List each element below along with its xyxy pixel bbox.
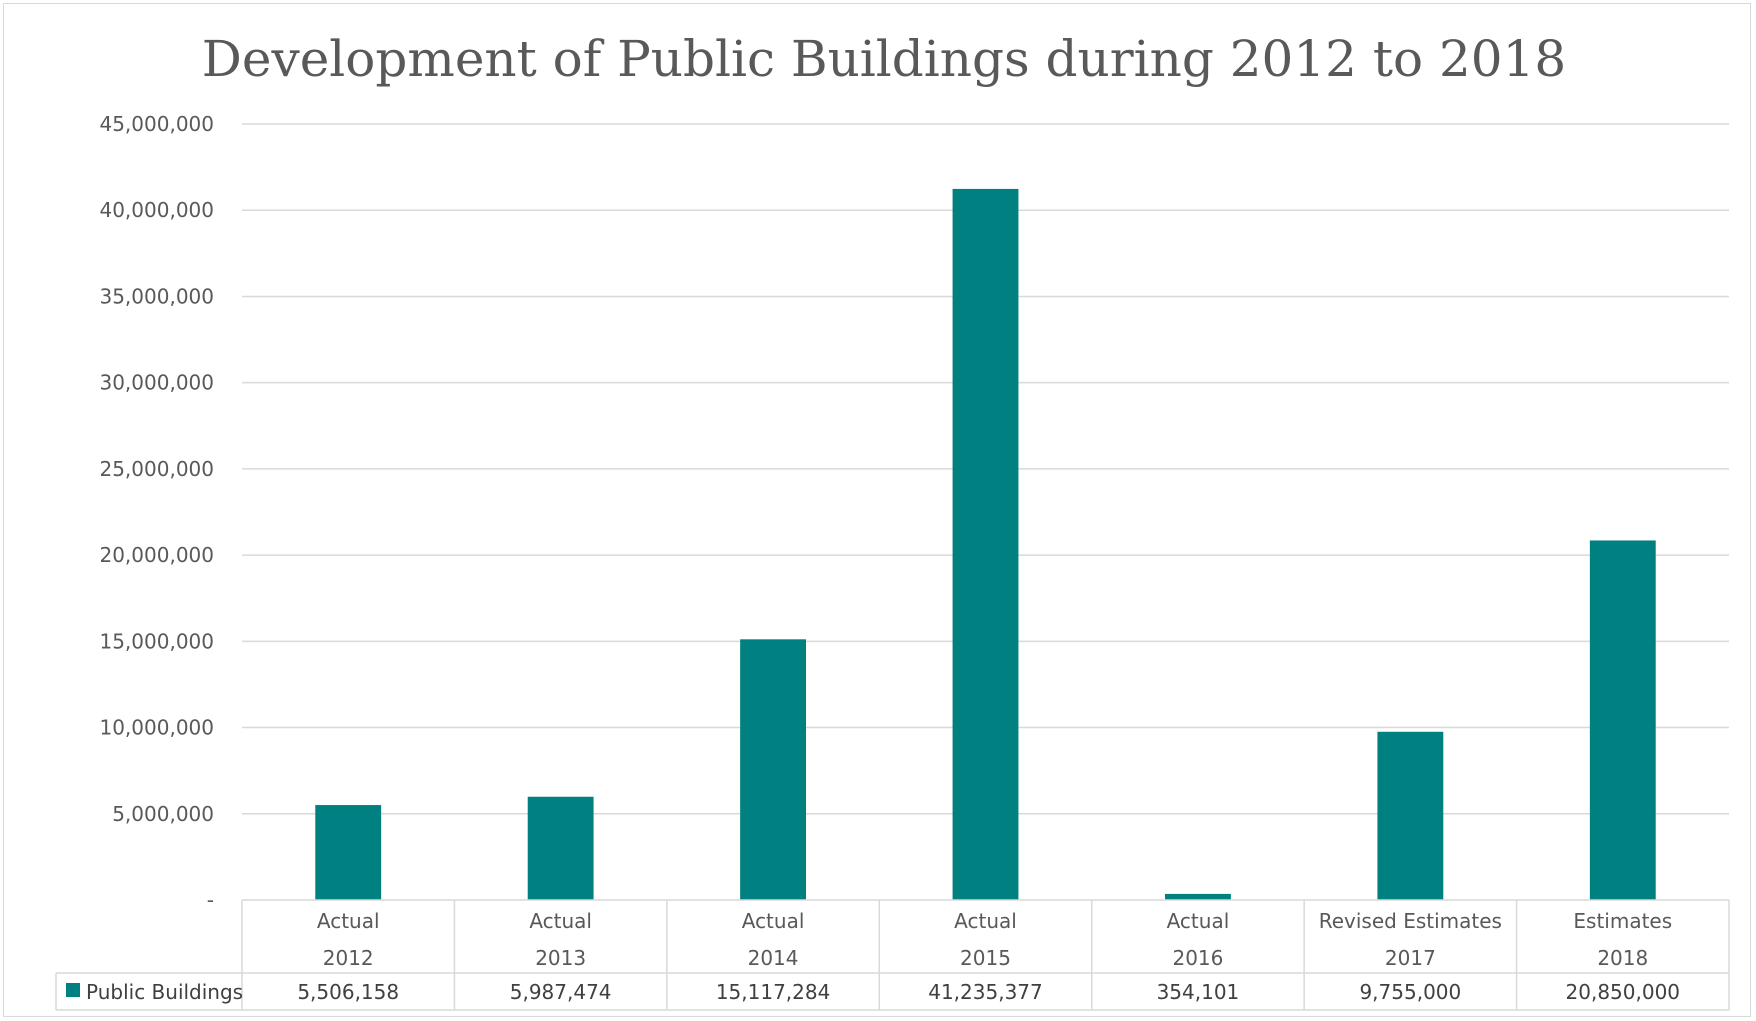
category-label: Actual xyxy=(742,909,805,933)
bar xyxy=(952,188,1019,901)
category-label: Actual xyxy=(317,909,380,933)
data-table: Actual 2012 Actual 2013 Actual 2014 Actual 2015… xyxy=(55,899,1730,1011)
y-tick-label: 45,000,000 xyxy=(99,112,214,136)
data-table-value: 5,506,158 xyxy=(297,980,399,1004)
y-tick-label: - xyxy=(207,888,214,912)
category-label: Estimates xyxy=(1573,909,1672,933)
category-year-label: 2012 xyxy=(323,946,374,970)
category-year-label: 2015 xyxy=(960,946,1011,970)
category-year-label: 2013 xyxy=(535,946,586,970)
category-year-label: 2016 xyxy=(1172,946,1223,970)
data-table-value: 41,235,377 xyxy=(928,980,1043,1004)
bar xyxy=(1165,893,1231,900)
bar xyxy=(1589,540,1656,900)
data-table-value: 354,101 xyxy=(1157,980,1240,1004)
bar xyxy=(527,796,594,900)
data-table-value: 20,850,000 xyxy=(1566,980,1681,1004)
bar xyxy=(315,805,382,900)
bars xyxy=(315,188,1656,901)
legend-series-name: Public Buildings xyxy=(86,980,243,1004)
y-tick-label: 35,000,000 xyxy=(99,284,214,308)
chart-frame: Development of Public Buildings during 2… xyxy=(3,3,1751,1017)
y-tick-label: 40,000,000 xyxy=(99,198,214,222)
y-axis-ticks: - 5,000,000 10,000,000 15,000,000 20,000,000… xyxy=(99,112,214,912)
category-label: Actual xyxy=(954,909,1017,933)
data-table-value: 9,755,000 xyxy=(1359,980,1461,1004)
category-year-label: 2014 xyxy=(748,946,799,970)
y-tick-label: 30,000,000 xyxy=(99,371,214,395)
data-table-value: 15,117,284 xyxy=(716,980,831,1004)
category-year-label: 2018 xyxy=(1597,946,1648,970)
y-tick-label: 20,000,000 xyxy=(99,543,214,567)
y-tick-label: 25,000,000 xyxy=(99,457,214,481)
chart-title: Development of Public Buildings during 2… xyxy=(202,30,1566,88)
y-tick-label: 15,000,000 xyxy=(99,629,214,653)
legend-key xyxy=(66,983,80,997)
category-label: Revised Estimates xyxy=(1319,909,1502,933)
category-year-label: 2017 xyxy=(1385,946,1436,970)
data-table-value: 5,987,474 xyxy=(510,980,612,1004)
chart-svg: Development of Public Buildings during 2… xyxy=(55,30,1730,1011)
category-label: Actual xyxy=(1167,909,1230,933)
bar xyxy=(740,639,806,900)
bar xyxy=(1377,731,1444,900)
category-label: Actual xyxy=(529,909,592,933)
y-tick-label: 10,000,000 xyxy=(99,716,214,740)
y-tick-label: 5,000,000 xyxy=(112,802,214,826)
